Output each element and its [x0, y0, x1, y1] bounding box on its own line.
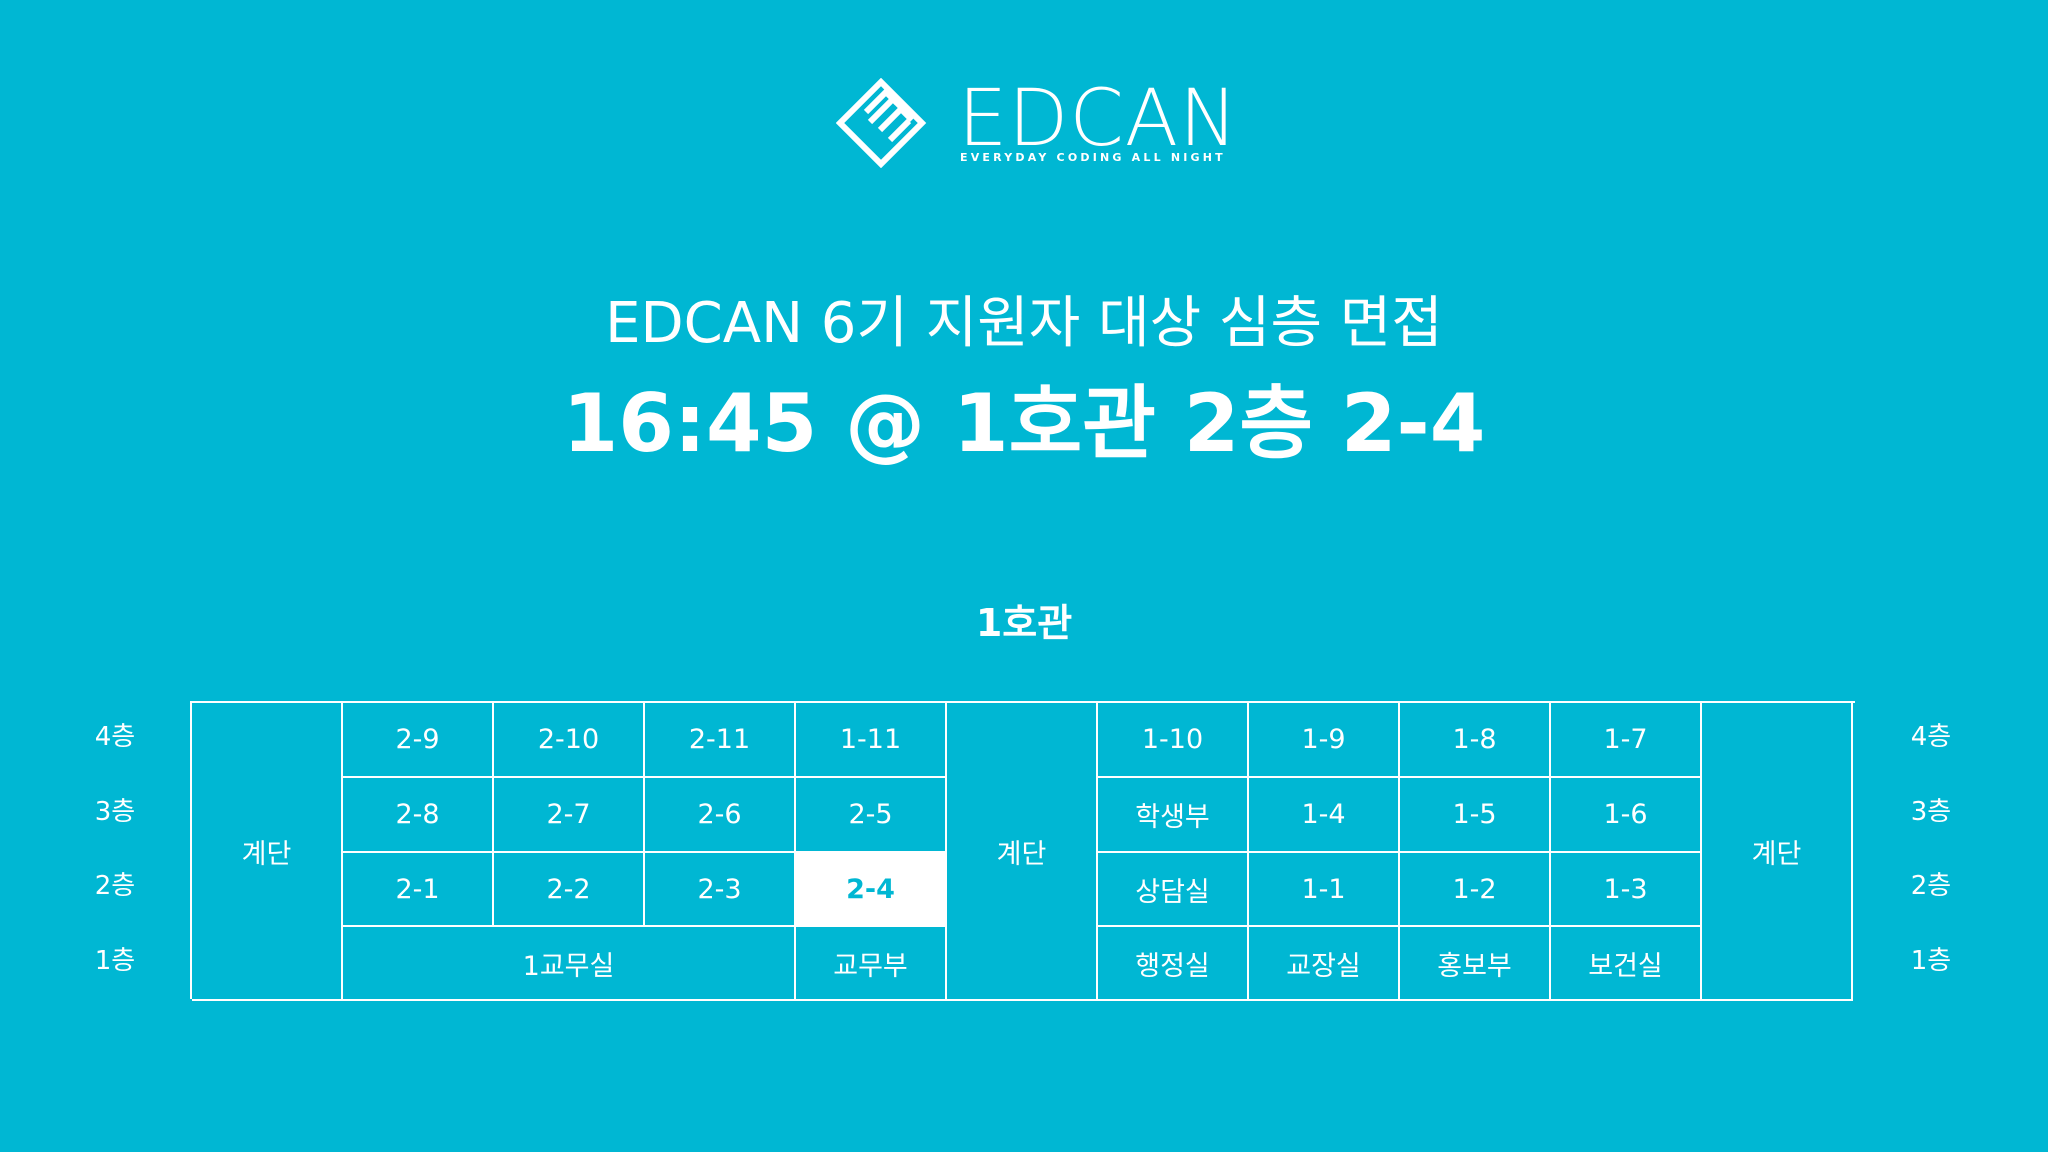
edcan-logo-mark-icon [836, 78, 927, 168]
room-cell: 1-7 [1551, 703, 1702, 778]
floor-label-2-right: 2층 [1910, 871, 1952, 901]
room-cell: 2-1 [343, 853, 494, 927]
room-cell: 1교무실 [343, 927, 796, 1001]
room-cell: 2-6 [645, 778, 796, 853]
room-cell: 1-10 [1098, 703, 1249, 778]
room-cell: 2-8 [343, 778, 494, 853]
floor-label-3-left: 3층 [94, 797, 136, 827]
room-cell: 1-9 [1249, 703, 1400, 778]
highlighted-room-cell: 2-4 [796, 853, 947, 927]
floor-label-4-left: 4층 [94, 722, 136, 752]
stairs-center: 계단 [947, 703, 1098, 1001]
room-cell: 교장실 [1249, 927, 1400, 1001]
stairs-left: 계단 [192, 703, 343, 1001]
floor-label-1-left: 1층 [94, 946, 136, 976]
room-cell: 1-4 [1249, 778, 1400, 853]
room-cell: 행정실 [1098, 927, 1249, 1001]
room-cell: 2-10 [494, 703, 645, 778]
stairs-right: 계단 [1702, 703, 1853, 1001]
room-cell: 2-11 [645, 703, 796, 778]
floor-label-1-right: 1층 [1910, 946, 1952, 976]
room-cell: 상담실 [1098, 853, 1249, 927]
floor-label-4-right: 4층 [1910, 722, 1952, 752]
room-cell: 2-7 [494, 778, 645, 853]
room-cell: 2-2 [494, 853, 645, 927]
room-cell: 1-1 [1249, 853, 1400, 927]
room-cell: 1-6 [1551, 778, 1702, 853]
room-cell: 1-8 [1400, 703, 1551, 778]
room-cell: 1-11 [796, 703, 947, 778]
interview-time-location: 16:45 @ 1호관 2층 2-4 [562, 377, 1486, 470]
floor-label-3-right: 3층 [1910, 797, 1952, 827]
room-cell: 홍보부 [1400, 927, 1551, 1001]
room-cell: 교무부 [796, 927, 947, 1001]
room-cell: 1-2 [1400, 853, 1551, 927]
edcan-logo: EDCAN EVERYDAY CODING ALL NIGHT [836, 78, 1238, 168]
building-label: 1호관 [975, 601, 1073, 645]
room-cell: 1-3 [1551, 853, 1702, 927]
room-cell: 학생부 [1098, 778, 1249, 853]
room-cell: 2-9 [343, 703, 494, 778]
floor-plan: 계단 계단 계단 2-9 2-10 2-11 1-11 1-10 1-9 1-8… [190, 701, 1855, 1001]
interview-subtitle: EDCAN 6기 지원자 대상 심층 면접 [605, 291, 1443, 356]
floor-label-2-left: 2층 [94, 871, 136, 901]
logo-wordmark: EDCAN [958, 74, 1239, 164]
logo-tagline: EVERYDAY CODING ALL NIGHT [960, 151, 1226, 164]
room-cell: 1-5 [1400, 778, 1551, 853]
room-cell: 2-3 [645, 853, 796, 927]
room-cell: 2-5 [796, 778, 947, 853]
room-cell: 보건실 [1551, 927, 1702, 1001]
